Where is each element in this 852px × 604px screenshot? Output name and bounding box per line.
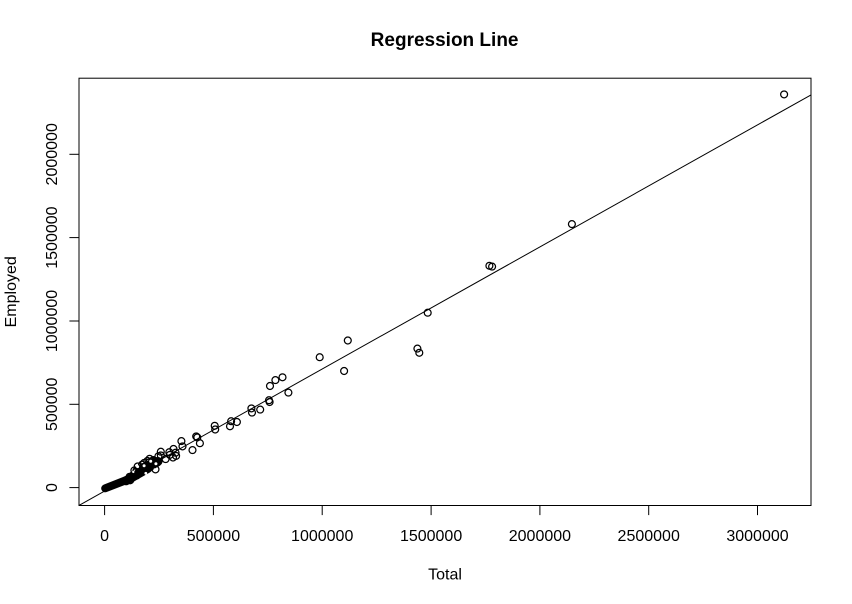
svg-text:2000000: 2000000 bbox=[509, 528, 571, 545]
svg-text:1000000: 1000000 bbox=[44, 290, 61, 352]
svg-text:3000000: 3000000 bbox=[726, 528, 788, 545]
svg-text:500000: 500000 bbox=[44, 378, 61, 431]
svg-text:500000: 500000 bbox=[187, 528, 240, 545]
svg-text:Employed: Employed bbox=[3, 256, 20, 327]
svg-text:2500000: 2500000 bbox=[618, 528, 680, 545]
svg-text:1500000: 1500000 bbox=[44, 206, 61, 268]
svg-text:2000000: 2000000 bbox=[44, 123, 61, 185]
svg-text:Total: Total bbox=[428, 567, 462, 584]
svg-text:0: 0 bbox=[44, 483, 61, 492]
svg-text:Regression Line: Regression Line bbox=[371, 30, 519, 51]
svg-text:1500000: 1500000 bbox=[400, 528, 462, 545]
svg-text:0: 0 bbox=[100, 528, 109, 545]
svg-text:1000000: 1000000 bbox=[291, 528, 353, 545]
